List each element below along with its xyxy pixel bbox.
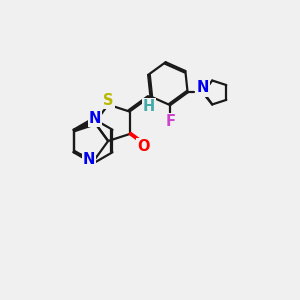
Text: O: O	[137, 139, 150, 154]
Text: S: S	[103, 93, 113, 108]
Text: F: F	[165, 114, 175, 129]
Text: N: N	[89, 111, 101, 126]
Text: N: N	[83, 152, 95, 167]
Text: H: H	[143, 99, 155, 114]
Text: N: N	[196, 80, 209, 95]
